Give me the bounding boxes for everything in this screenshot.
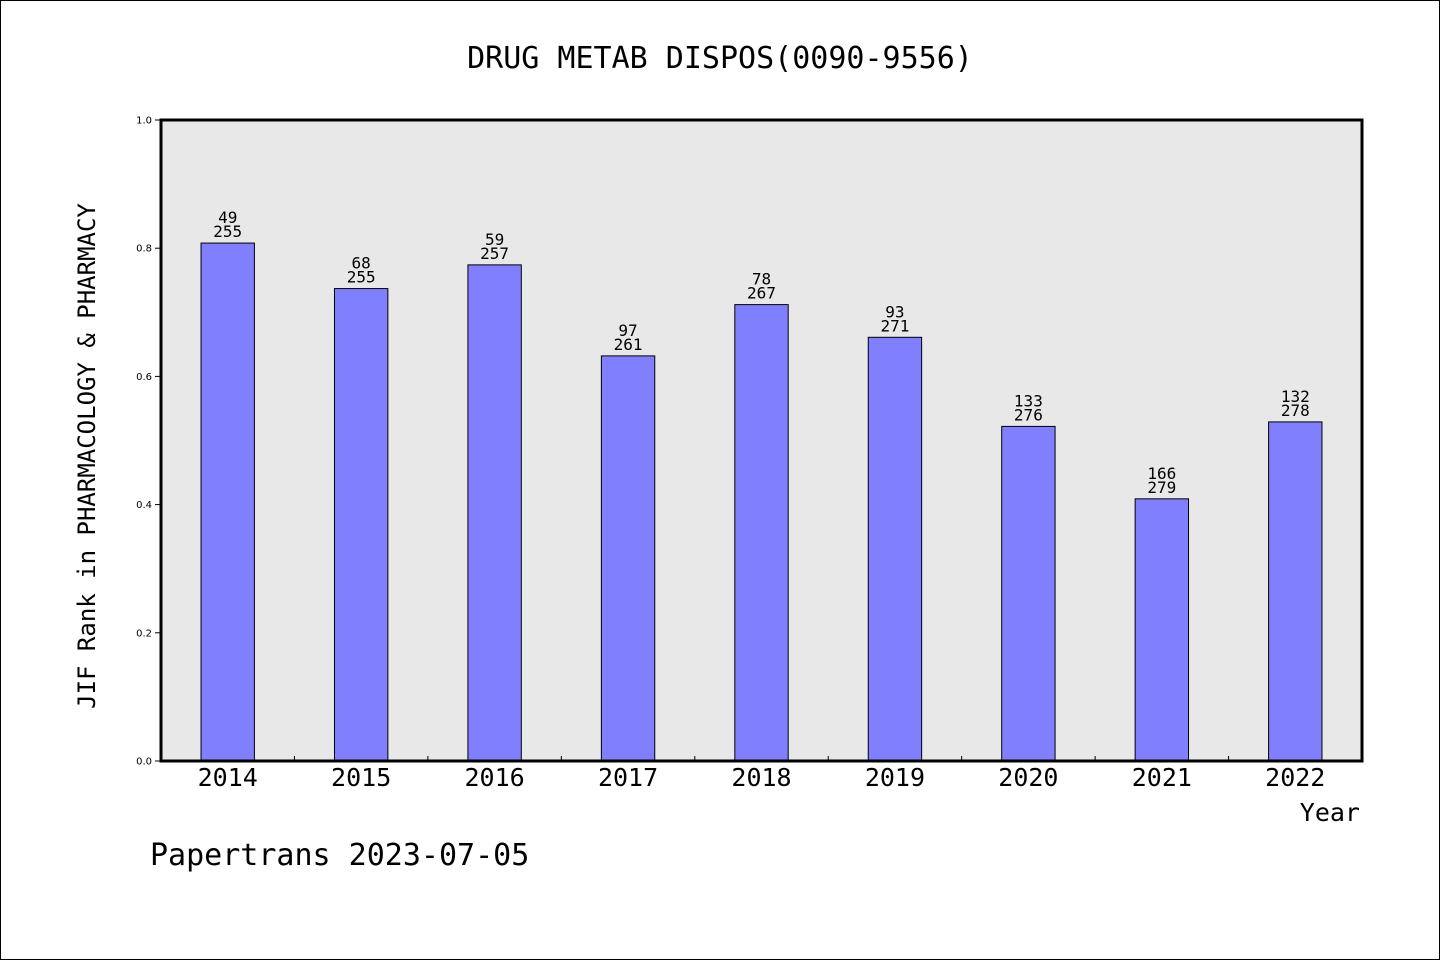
bar-total-label-2016: 257 <box>480 244 509 263</box>
bar-rank-label-2017: 97 <box>618 321 637 340</box>
x-tick-label-2019: 2019 <box>865 763 925 792</box>
bar-2015 <box>333 288 389 762</box>
bar-total-label-2021: 279 <box>1147 478 1176 497</box>
y-axis-label: JIF Rank in PHARMACOLOGY & PHARMACY <box>73 203 101 709</box>
bar-total-label-2015: 255 <box>347 268 376 287</box>
bar-2022 <box>1268 421 1323 762</box>
bar-rank-label-2022: 132 <box>1281 387 1310 406</box>
bar-2014 <box>200 242 255 762</box>
y-tick-label: 0.4 <box>136 500 152 511</box>
bar-2016 <box>467 264 522 762</box>
plot-frame <box>159 118 1364 763</box>
ticks-layer: 2014 2015 2016 2017 2018 2019 2020 2021 2022 0.0 0… <box>136 116 1325 793</box>
bar-2019 <box>867 336 923 762</box>
bar-total-label-2017: 261 <box>614 335 643 354</box>
y-tick-label: 0.8 <box>136 244 152 255</box>
y-tick-label: 1.0 <box>136 116 152 127</box>
x-tick-label-2020: 2020 <box>998 763 1058 792</box>
x-tick-label-2016: 2016 <box>465 763 525 792</box>
x-axis-label: Year <box>1300 798 1360 827</box>
bar-total-label-2014: 255 <box>213 222 242 241</box>
bar-rank-label-2018: 78 <box>752 270 771 289</box>
bar-rank-label-2015: 68 <box>352 254 371 273</box>
y-tick-label: 0.2 <box>136 628 152 639</box>
x-tick-label-2021: 2021 <box>1132 763 1192 792</box>
bar-total-label-2020: 276 <box>1014 405 1043 424</box>
y-tick-label: 0.6 <box>136 372 152 383</box>
bar-rank-label-2016: 59 <box>485 230 504 249</box>
y-tick-label: 0.0 <box>136 757 152 768</box>
bar-rank-label-2019: 93 <box>885 302 904 321</box>
bars-layer: 4925568255592579726178267932711332761662… <box>200 208 1323 762</box>
x-tick-label-2022: 2022 <box>1265 763 1325 792</box>
bar-2020 <box>1001 425 1056 762</box>
bar-rank-label-2020: 133 <box>1014 391 1043 410</box>
bar-rank-label-2014: 49 <box>218 208 237 227</box>
chart-title: DRUG METAB DISPOS(0090-9556) <box>467 41 973 76</box>
x-tick-label-2015: 2015 <box>331 763 391 792</box>
footer-watermark-text: Papertrans 2023-07-05 <box>150 838 529 873</box>
bar-total-label-2022: 278 <box>1281 401 1310 420</box>
x-tick-label-2017: 2017 <box>598 763 658 792</box>
bar-2017 <box>600 355 656 762</box>
bar-2021 <box>1134 498 1190 762</box>
bar-2018 <box>734 304 789 762</box>
x-tick-label-2018: 2018 <box>731 763 791 792</box>
x-tick-label-2014: 2014 <box>198 763 258 792</box>
bar-total-label-2019: 271 <box>880 316 909 335</box>
bar-total-label-2018: 267 <box>747 284 776 303</box>
bar-rank-label-2021: 166 <box>1147 464 1176 483</box>
